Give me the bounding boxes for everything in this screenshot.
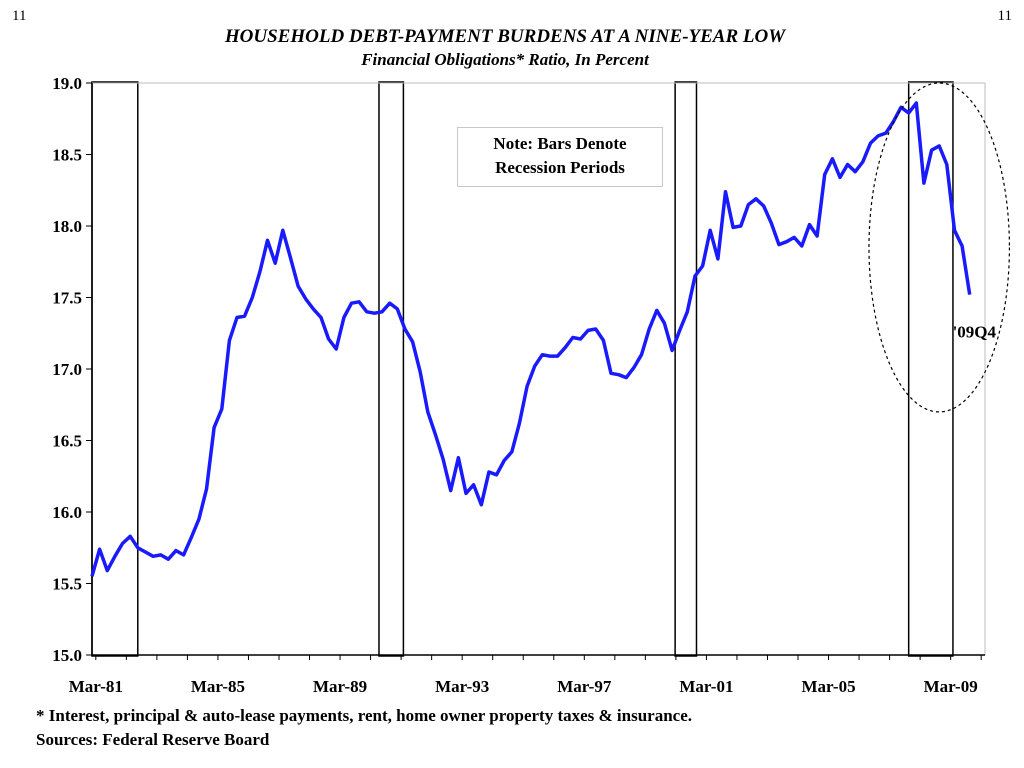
note-line-2: Recession Periods bbox=[495, 158, 625, 177]
chart-title: HOUSEHOLD DEBT-PAYMENT BURDENS AT A NINE… bbox=[224, 26, 786, 47]
y-tick-label: 18.0 bbox=[52, 217, 82, 236]
footnote: * Interest, principal & auto-lease payme… bbox=[36, 706, 693, 725]
y-tick-label: 17.0 bbox=[52, 360, 82, 379]
page-number-left: 11 bbox=[12, 8, 27, 24]
x-tick-label: Mar-97 bbox=[557, 677, 612, 696]
note-line-1: Note: Bars Denote bbox=[493, 134, 627, 153]
recession-bar-4 bbox=[907, 81, 954, 657]
highlight-ellipse bbox=[868, 82, 1011, 413]
x-tick-label: Mar-05 bbox=[801, 677, 855, 696]
x-tick-label: Mar-85 bbox=[191, 677, 245, 696]
recession-bar-3 bbox=[674, 81, 698, 657]
recession-bars bbox=[91, 81, 954, 657]
chart-subtitle: Financial Obligations* Ratio, In Percent bbox=[361, 50, 649, 69]
y-tick-label: 19.0 bbox=[52, 74, 82, 93]
x-tick-label: Mar-01 bbox=[679, 677, 733, 696]
y-tick-label: 17.5 bbox=[52, 289, 82, 308]
note-box: Note: Bars Denote Recession Periods bbox=[457, 127, 663, 187]
x-axis-ticks: Mar-81 Mar-85 Mar-89 Mar-93 Mar-97 Mar-01 Mar-… bbox=[69, 655, 982, 696]
y-tick-label: 15.0 bbox=[52, 646, 82, 665]
y-tick-label: 16.5 bbox=[52, 432, 82, 451]
x-tick-label: Mar-93 bbox=[435, 677, 489, 696]
y-tick-label: 15.5 bbox=[52, 575, 82, 594]
y-axis-ticks: 15.0 15.5 16.0 16.5 17.0 17.5 18.0 18.5 19.0 bbox=[52, 74, 92, 665]
recession-bar-1 bbox=[91, 81, 139, 657]
annotation-09q4: '09Q4 bbox=[953, 323, 997, 342]
recession-bar-2 bbox=[378, 81, 405, 657]
sources: Sources: Federal Reserve Board bbox=[36, 730, 270, 749]
page-number-right: 11 bbox=[997, 8, 1012, 24]
x-tick-label: Mar-89 bbox=[313, 677, 367, 696]
y-tick-label: 18.5 bbox=[52, 146, 82, 165]
series-line-financial-obligations bbox=[90, 101, 972, 577]
x-tick-label: Mar-81 bbox=[69, 677, 123, 696]
x-tick-label: Mar-09 bbox=[924, 677, 978, 696]
y-tick-label: 16.0 bbox=[52, 503, 82, 522]
